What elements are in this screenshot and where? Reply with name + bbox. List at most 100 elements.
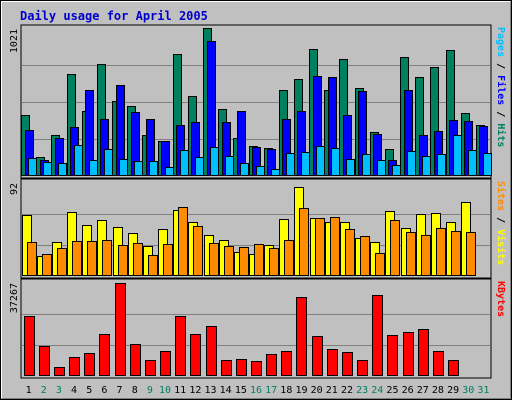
series-label-part: / <box>495 105 506 123</box>
bar-pages-day-29 <box>453 135 462 176</box>
bar-pages-day-16 <box>256 166 265 176</box>
x-tick-label: 29 <box>447 385 459 396</box>
x-tick-label: 23 <box>356 385 368 396</box>
bar-kbytes-day-1 <box>24 316 35 376</box>
bar-pages-day-10 <box>165 167 174 176</box>
x-tick-label: 11 <box>174 385 186 396</box>
x-tick-label: 24 <box>371 385 383 396</box>
bar-kbytes-day-17 <box>266 354 277 376</box>
series-label-part: / <box>495 57 506 75</box>
bar-kbytes-day-19 <box>296 297 307 376</box>
bar-kbytes-day-5 <box>84 353 95 376</box>
series-label-part: Hits <box>495 123 507 147</box>
bar-kbytes-day-18 <box>281 351 292 376</box>
bar-kbytes-day-26 <box>403 332 414 376</box>
bar-sites-day-14 <box>224 246 234 276</box>
bar-sites-day-29 <box>451 231 461 276</box>
x-tick-label: 22 <box>341 385 353 396</box>
bar-kbytes-day-12 <box>190 334 201 376</box>
bar-sites-day-23 <box>360 236 370 276</box>
bar-sites-day-5 <box>87 241 97 276</box>
bar-sites-day-15 <box>239 247 249 276</box>
bar-sites-day-28 <box>436 228 446 276</box>
x-tick-label: 20 <box>311 385 323 396</box>
bar-kbytes-day-23 <box>357 360 368 376</box>
bar-pages-day-11 <box>180 150 189 176</box>
bar-pages-day-6 <box>104 149 113 176</box>
bar-pages-day-27 <box>422 156 431 176</box>
bar-sites-day-1 <box>27 242 37 276</box>
bar-pages-day-17 <box>271 169 280 176</box>
bar-kbytes-day-20 <box>312 336 323 376</box>
x-tick-label: 8 <box>132 385 138 396</box>
x-tick-label: 1 <box>26 385 32 396</box>
bar-kbytes-day-15 <box>236 359 247 376</box>
bar-pages-day-19 <box>301 152 310 176</box>
bar-kbytes-day-13 <box>206 326 217 376</box>
bar-pages-day-26 <box>407 151 416 176</box>
bar-sites-day-2 <box>42 254 52 276</box>
panel-hits-files-pages: 1021 Pages / Files / Hits <box>9 24 507 179</box>
x-axis-labels: 1 2 3 4 5 6 7 8 9 10 11 12 13 14 15 16 17 18 19 20 21 22 23 24 2… <box>26 385 490 396</box>
bar-sites-day-4 <box>72 241 82 276</box>
bar-pages-day-23 <box>362 154 371 176</box>
bar-sites-day-26 <box>406 232 416 276</box>
x-tick-label: 17 <box>265 385 277 396</box>
x-tick-label: 7 <box>117 385 123 396</box>
bar-pages-day-24 <box>377 160 386 176</box>
x-tick-label: 26 <box>402 385 414 396</box>
x-tick-label: 21 <box>326 385 338 396</box>
x-tick-label: 28 <box>432 385 444 396</box>
y-max-label: 1021 <box>9 29 20 53</box>
bar-sites-day-30 <box>466 232 476 276</box>
x-tick-label: 25 <box>386 385 398 396</box>
bar-pages-day-5 <box>89 160 98 176</box>
bar-pages-day-3 <box>58 163 67 176</box>
series-label-part: Pages <box>495 27 506 57</box>
series-label-part: KBytes <box>495 281 506 317</box>
bar-pages-day-18 <box>286 153 295 176</box>
bar-sites-day-7 <box>118 245 128 276</box>
bar-pages-day-31 <box>483 153 492 176</box>
bar-kbytes-day-25 <box>387 335 398 376</box>
bar-kbytes-day-2 <box>39 346 50 376</box>
series-label: KBytes <box>495 281 506 317</box>
bar-sites-day-6 <box>102 240 112 276</box>
bar-pages-day-12 <box>195 157 204 176</box>
series-label: Sites / Visits <box>495 181 507 265</box>
bar-kbytes-day-8 <box>130 344 141 376</box>
bar-pages-day-2 <box>43 162 52 176</box>
bar-kbytes-day-10 <box>160 351 171 376</box>
bar-sites-day-12 <box>193 226 203 276</box>
bar-sites-day-16 <box>254 244 264 276</box>
bar-sites-day-10 <box>163 244 173 276</box>
y-max-label: 37267 <box>9 283 20 313</box>
x-tick-label: 31 <box>477 385 489 396</box>
x-tick-label: 10 <box>159 385 171 396</box>
bar-kbytes-day-11 <box>175 316 186 376</box>
bar-sites-day-25 <box>390 220 400 276</box>
x-tick-label: 19 <box>295 385 307 396</box>
bar-pages-day-25 <box>392 165 401 176</box>
bar-sites-day-27 <box>421 235 431 276</box>
bar-pages-day-4 <box>74 145 83 176</box>
bar-pages-day-1 <box>28 158 37 176</box>
bar-kbytes-day-16 <box>251 361 262 376</box>
bar-sites-day-18 <box>284 240 294 276</box>
x-tick-label: 3 <box>56 385 62 396</box>
bar-kbytes-day-22 <box>342 352 353 376</box>
bar-kbytes-day-29 <box>448 360 459 376</box>
bar-kbytes-day-3 <box>54 367 65 376</box>
panel-visits-sites: 92 Sites / Visits <box>9 178 507 279</box>
series-label-part: Files <box>495 75 507 105</box>
panel-kbytes: 37267 KBytes <box>9 278 506 379</box>
x-tick-label: 15 <box>235 385 247 396</box>
y-max-label: 92 <box>9 183 20 195</box>
series-label-part: / <box>495 211 506 229</box>
x-tick-label: 14 <box>220 385 232 396</box>
series-label-part: Sites <box>495 181 507 211</box>
bar-sites-day-17 <box>269 248 279 276</box>
series-label-part: Visits <box>495 229 507 265</box>
bar-sites-day-8 <box>133 243 143 276</box>
